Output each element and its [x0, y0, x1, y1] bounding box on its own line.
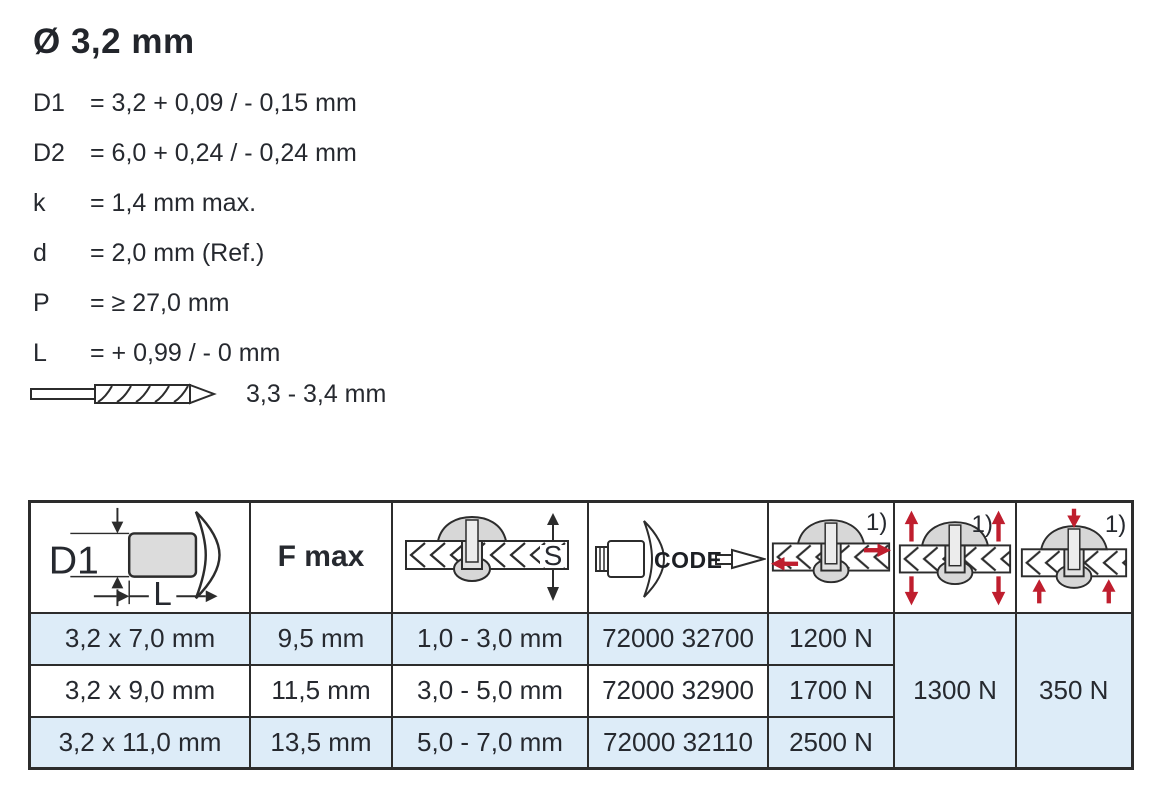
- diagram-label-l: L: [153, 576, 172, 610]
- rivet-spec-table: D1 L F max S: [28, 500, 1134, 770]
- cell-f-max: 9,5 mm: [249, 611, 393, 666]
- cell-dimension: 3,2 x 11,0 mm: [28, 715, 251, 770]
- footnote-marker: 1): [1105, 511, 1126, 538]
- cell-code: 72000 32900: [587, 663, 769, 718]
- header-grip-range: S: [391, 500, 589, 614]
- spec-label: L: [33, 338, 47, 367]
- spec-value: = ≥ 27,0 mm: [90, 288, 230, 317]
- spec-list: D1 = 3,2 + 0,09 / - 0,15 mm D2 = 6,0 + 0…: [33, 78, 357, 378]
- spec-value: = + 0,99 / - 0 mm: [90, 338, 281, 367]
- table-header-row: D1 L F max S: [28, 500, 1133, 614]
- diagram-label-s: S: [544, 540, 563, 571]
- cell-f-max: 13,5 mm: [249, 715, 393, 770]
- cell-grip-range: 5,0 - 7,0 mm: [391, 715, 589, 770]
- cell-shear: 1200 N: [767, 611, 895, 666]
- header-code: CODE: [587, 500, 769, 614]
- f-max-label: F max: [277, 540, 365, 574]
- header-shear-strength: 1): [767, 500, 895, 614]
- spec-label: d: [33, 238, 47, 267]
- cell-dimension: 3,2 x 9,0 mm: [28, 663, 251, 718]
- drill-bit-icon: [30, 383, 217, 405]
- cell-code: 72000 32110: [587, 715, 769, 770]
- spec-row-d: d = 2,0 mm (Ref.): [33, 228, 357, 278]
- table-row: 3,2 x 11,0 mm 13,5 mm 5,0 - 7,0 mm 72000…: [28, 715, 1133, 770]
- grip-range-diagram: S: [405, 513, 569, 602]
- cell-dimension: 3,2 x 7,0 mm: [28, 611, 251, 666]
- rivet-code-diagram: CODE: [595, 520, 766, 598]
- tensile-load-diagram: 1): [898, 510, 1012, 606]
- diagram-label-code: CODE: [654, 547, 722, 573]
- spec-value: = 6,0 + 0,24 / - 0,24 mm: [90, 138, 357, 167]
- cell-f-max: 11,5 mm: [249, 663, 393, 718]
- cell-tensile-merged: 1300 N: [893, 611, 1017, 770]
- cell-head-pull-merged: 350 N: [1015, 611, 1133, 770]
- spec-label: D2: [33, 138, 65, 167]
- spec-row-p: P = ≥ 27,0 mm: [33, 278, 357, 328]
- header-head-load: 1): [1015, 500, 1133, 614]
- spec-label: P: [33, 288, 50, 317]
- head-load-diagram: 1): [1020, 508, 1127, 604]
- cell-grip-range: 3,0 - 5,0 mm: [391, 663, 589, 718]
- spec-row-d2: D2 = 6,0 + 0,24 / - 0,24 mm: [33, 128, 357, 178]
- spec-row-l: L = + 0,99 / - 0 mm: [33, 328, 357, 378]
- shear-load-diagram: 1): [770, 509, 892, 584]
- footnote-marker: 1): [866, 509, 888, 536]
- spec-value: = 2,0 mm (Ref.): [90, 238, 265, 267]
- footnote-marker: 1): [971, 511, 993, 538]
- header-tensile-strength: 1): [893, 500, 1017, 614]
- spec-value: = 3,2 + 0,09 / - 0,15 mm: [90, 88, 357, 117]
- cell-shear: 1700 N: [767, 663, 895, 718]
- cell-code: 72000 32700: [587, 611, 769, 666]
- spec-label: D1: [33, 88, 65, 117]
- header-rivet-dimensions: D1 L: [28, 500, 251, 614]
- header-f-max: F max: [249, 500, 393, 614]
- spec-label: k: [33, 188, 46, 217]
- diagram-label-d1: D1: [49, 539, 99, 583]
- spec-value: = 1,4 mm max.: [90, 188, 257, 217]
- rivet-dimension-diagram: D1 L: [49, 508, 221, 610]
- drill-size-label: 3,3 - 3,4 mm: [246, 379, 387, 408]
- table-row: 3,2 x 9,0 mm 11,5 mm 3,0 - 5,0 mm 72000 …: [28, 663, 1133, 718]
- table-row: 3,2 x 7,0 mm 9,5 mm 1,0 - 3,0 mm 72000 3…: [28, 611, 1133, 770]
- cell-grip-range: 1,0 - 3,0 mm: [391, 611, 589, 666]
- spec-row-k: k = 1,4 mm max.: [33, 178, 357, 228]
- page-title: Ø 3,2 mm: [33, 22, 195, 61]
- drill-size-row: 3,3 - 3,4 mm: [30, 374, 386, 414]
- cell-shear: 2500 N: [767, 715, 895, 770]
- spec-row-d1: D1 = 3,2 + 0,09 / - 0,15 mm: [33, 78, 357, 128]
